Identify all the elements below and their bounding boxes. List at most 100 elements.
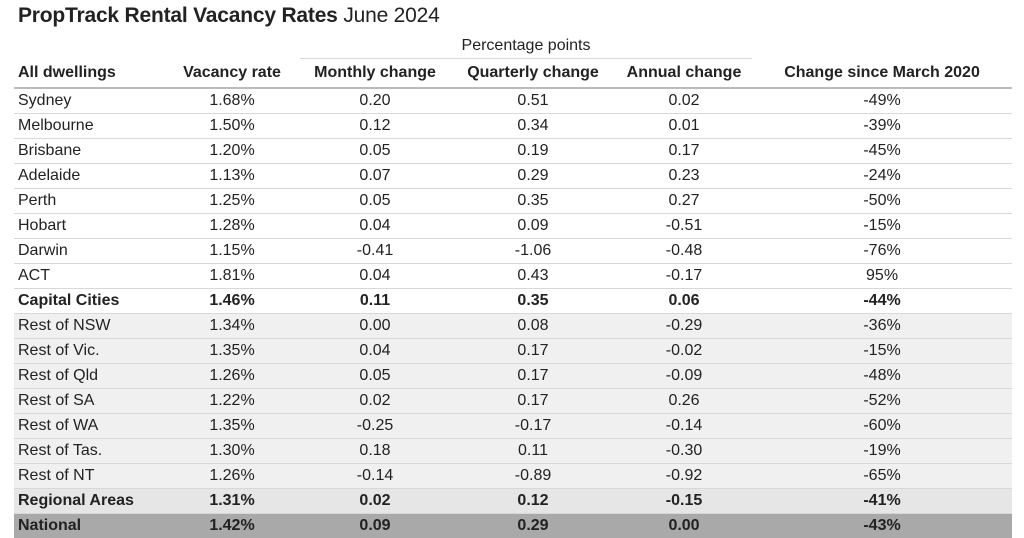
table-cell: -45%	[752, 139, 1012, 164]
table-cell: -48%	[752, 364, 1012, 389]
table-cell: -1.06	[450, 239, 616, 264]
row-label: Regional Areas	[14, 489, 164, 514]
col-header-monthly-change: Monthly change	[300, 59, 450, 89]
table-cell: 0.17	[450, 389, 616, 414]
row-label: Rest of NT	[14, 464, 164, 489]
row-label: Melbourne	[14, 114, 164, 139]
table-cell: 1.35%	[164, 339, 300, 364]
column-header-row: All dwellings Vacancy rate Monthly chang…	[14, 59, 1012, 89]
table-cell: 1.50%	[164, 114, 300, 139]
table-cell: 0.17	[450, 339, 616, 364]
table-cell: -0.41	[300, 239, 450, 264]
table-cell: 0.02	[616, 88, 752, 114]
row-label: Rest of Tas.	[14, 439, 164, 464]
table-cell: 1.26%	[164, 464, 300, 489]
table-cell: 1.35%	[164, 414, 300, 439]
table-cell: 0.27	[616, 189, 752, 214]
table-cell: 1.28%	[164, 214, 300, 239]
percentage-points-label: Percentage points	[300, 34, 752, 59]
table-cell: 0.09	[450, 214, 616, 239]
table-cell: -0.02	[616, 339, 752, 364]
table-cell: 1.25%	[164, 189, 300, 214]
table-cell: -19%	[752, 439, 1012, 464]
title-date: June 2024	[343, 4, 439, 27]
col-header-annual-change: Annual change	[616, 59, 752, 89]
table-cell: 1.46%	[164, 289, 300, 314]
vacancy-rates-table: Percentage points All dwellings Vacancy …	[14, 34, 1012, 538]
col-header-quarterly-change: Quarterly change	[450, 59, 616, 89]
table-cell: 0.05	[300, 139, 450, 164]
table-cell: 0.04	[300, 264, 450, 289]
table-cell: 1.26%	[164, 364, 300, 389]
table-cell: 0.00	[300, 314, 450, 339]
table-cell: 0.00	[616, 514, 752, 538]
table-cell: -15%	[752, 339, 1012, 364]
row-label: Darwin	[14, 239, 164, 264]
table-cell: 0.29	[450, 164, 616, 189]
table-cell: 0.09	[300, 514, 450, 538]
table-cell: -0.25	[300, 414, 450, 439]
table-cell: 0.02	[300, 489, 450, 514]
table-cell: -41%	[752, 489, 1012, 514]
table-cell: 1.15%	[164, 239, 300, 264]
row-label: Rest of NSW	[14, 314, 164, 339]
table-cell: 0.17	[450, 364, 616, 389]
row-label: Rest of Qld	[14, 364, 164, 389]
table-cell: -43%	[752, 514, 1012, 538]
group-header-row: Percentage points	[14, 34, 1012, 59]
row-label: Sydney	[14, 88, 164, 114]
table-cell: -0.17	[616, 264, 752, 289]
table-cell: 0.23	[616, 164, 752, 189]
table-cell: 1.13%	[164, 164, 300, 189]
table-cell: 0.18	[300, 439, 450, 464]
table-cell: 1.42%	[164, 514, 300, 538]
table-cell: -0.09	[616, 364, 752, 389]
table-cell: 0.29	[450, 514, 616, 538]
table-cell: 0.35	[450, 289, 616, 314]
table-cell: 1.20%	[164, 139, 300, 164]
table-cell: 1.30%	[164, 439, 300, 464]
table-cell: -0.17	[450, 414, 616, 439]
table-cell: -0.51	[616, 214, 752, 239]
table-cell: 0.04	[300, 214, 450, 239]
row-label: Hobart	[14, 214, 164, 239]
table-cell: 0.26	[616, 389, 752, 414]
table-cell: 0.51	[450, 88, 616, 114]
table-cell: 0.08	[450, 314, 616, 339]
row-label: Adelaide	[14, 164, 164, 189]
table-cell: 0.19	[450, 139, 616, 164]
table-cell: -0.89	[450, 464, 616, 489]
table-cell: 0.12	[450, 489, 616, 514]
table-cell: 0.05	[300, 364, 450, 389]
table-cell: 0.11	[450, 439, 616, 464]
col-header-vacancy-rate: Vacancy rate	[164, 59, 300, 89]
table-cell: 1.34%	[164, 314, 300, 339]
table-cell: -0.30	[616, 439, 752, 464]
table-cell: -0.14	[616, 414, 752, 439]
table-cell: -50%	[752, 189, 1012, 214]
table-cell: 1.68%	[164, 88, 300, 114]
table-cell: -49%	[752, 88, 1012, 114]
table-cell: -0.15	[616, 489, 752, 514]
table-cell: 0.35	[450, 189, 616, 214]
table-cell: 0.04	[300, 339, 450, 364]
table-cell: 0.34	[450, 114, 616, 139]
table-cell: 0.20	[300, 88, 450, 114]
row-label: Brisbane	[14, 139, 164, 164]
table-cell: -76%	[752, 239, 1012, 264]
table-cell: 0.43	[450, 264, 616, 289]
table-cell: -39%	[752, 114, 1012, 139]
table-cell: 0.01	[616, 114, 752, 139]
